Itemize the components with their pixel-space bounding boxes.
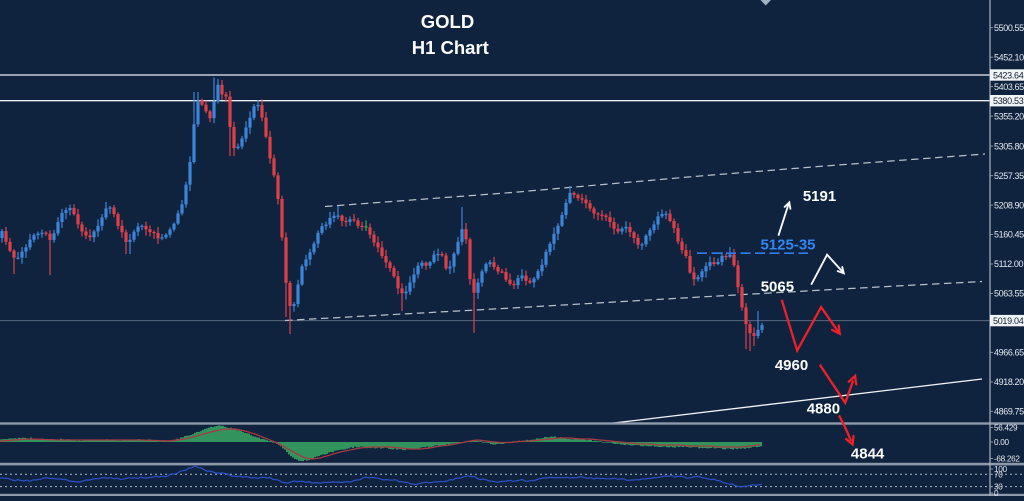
svg-text:5380.53: 5380.53	[993, 96, 1024, 106]
svg-text:4880: 4880	[807, 401, 840, 418]
svg-text:56.429: 56.429	[994, 424, 1018, 433]
svg-text:70: 70	[994, 470, 1003, 479]
svg-text:30: 30	[994, 483, 1003, 492]
svg-text:5063.55: 5063.55	[994, 289, 1024, 299]
svg-text:5125-35: 5125-35	[760, 237, 815, 254]
svg-text:5423.64: 5423.64	[993, 70, 1024, 80]
svg-text:5160.45: 5160.45	[994, 230, 1024, 240]
svg-text:5500.55: 5500.55	[994, 23, 1024, 33]
svg-text:H1 Chart: H1 Chart	[412, 37, 489, 58]
svg-text:100: 100	[994, 465, 1008, 474]
svg-text:5403.65: 5403.65	[994, 82, 1024, 92]
svg-text:GOLD: GOLD	[421, 11, 474, 32]
svg-text:4918.20: 4918.20	[994, 377, 1024, 387]
svg-text:0: 0	[994, 489, 999, 496]
svg-text:5019.04: 5019.04	[993, 316, 1024, 326]
svg-text:5305.80: 5305.80	[994, 141, 1024, 151]
svg-text:4960: 4960	[775, 357, 808, 374]
svg-text:5208.90: 5208.90	[994, 200, 1024, 210]
svg-text:5355.20: 5355.20	[994, 111, 1024, 121]
svg-text:4844: 4844	[851, 446, 885, 463]
svg-text:5191: 5191	[803, 188, 836, 205]
svg-text:5452.10: 5452.10	[994, 52, 1024, 62]
svg-text:5112.00: 5112.00	[994, 259, 1023, 269]
svg-text:4869.75: 4869.75	[994, 407, 1024, 417]
svg-text:0.00: 0.00	[994, 438, 1009, 447]
svg-text:-68.262: -68.262	[994, 455, 1020, 464]
svg-text:4966.65: 4966.65	[994, 348, 1024, 358]
svg-text:5257.35: 5257.35	[994, 171, 1024, 181]
svg-text:5065: 5065	[761, 279, 794, 296]
